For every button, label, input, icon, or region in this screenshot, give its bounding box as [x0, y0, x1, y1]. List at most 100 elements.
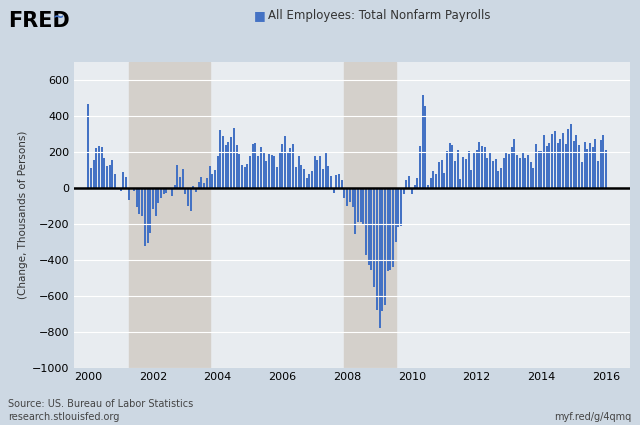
Bar [144, 187, 146, 246]
Bar [554, 131, 556, 187]
Bar [206, 178, 208, 187]
Bar [303, 169, 305, 187]
Bar [408, 176, 410, 187]
Bar [527, 155, 529, 187]
Bar [306, 178, 308, 187]
Bar [600, 140, 602, 187]
Bar [284, 136, 286, 187]
Bar [529, 162, 532, 187]
Bar [249, 156, 251, 187]
Bar [465, 159, 467, 187]
Bar [200, 177, 202, 187]
Bar [564, 144, 566, 187]
Bar [540, 151, 542, 187]
Bar [222, 136, 224, 187]
Bar [473, 153, 475, 187]
Bar [273, 156, 275, 187]
Text: ■: ■ [254, 9, 266, 23]
Bar [506, 152, 508, 187]
Bar [578, 145, 580, 187]
Bar [371, 187, 372, 270]
Bar [182, 169, 184, 187]
Bar [429, 178, 432, 187]
Bar [406, 180, 408, 187]
Bar [120, 187, 122, 191]
Bar [287, 153, 289, 187]
Bar [419, 146, 421, 187]
Bar [500, 168, 502, 187]
Bar [319, 156, 321, 187]
Bar [114, 174, 116, 187]
Bar [173, 184, 175, 187]
Bar [257, 156, 259, 187]
Bar [241, 165, 243, 187]
Bar [316, 160, 319, 187]
Bar [87, 104, 89, 187]
Bar [295, 167, 297, 187]
Bar [211, 174, 213, 187]
Bar [300, 165, 302, 187]
Bar [176, 165, 178, 187]
Bar [335, 175, 337, 187]
Bar [595, 139, 596, 187]
Bar [203, 184, 205, 187]
Bar [538, 151, 540, 187]
Bar [384, 187, 386, 305]
Bar [330, 176, 332, 187]
Bar [236, 145, 237, 187]
Bar [513, 139, 515, 187]
Bar [225, 145, 227, 187]
Bar [138, 187, 140, 214]
Bar [444, 173, 445, 187]
Bar [214, 170, 216, 187]
Bar [233, 128, 235, 187]
Bar [470, 170, 472, 187]
Bar [149, 187, 151, 233]
Bar [468, 151, 470, 187]
Bar [562, 133, 564, 187]
Bar [602, 135, 604, 187]
Bar [362, 187, 364, 224]
Bar [220, 130, 221, 187]
Bar [168, 187, 170, 189]
Bar [311, 170, 313, 187]
Bar [573, 141, 575, 187]
Y-axis label: (Change, Thousands of Persons): (Change, Thousands of Persons) [18, 130, 28, 299]
Bar [125, 177, 127, 187]
Bar [403, 187, 404, 194]
Bar [238, 154, 240, 187]
Bar [591, 147, 594, 187]
Bar [570, 124, 572, 187]
Bar [111, 160, 113, 187]
Bar [179, 177, 181, 187]
Text: All Employees: Total Nonfarm Payrolls: All Employees: Total Nonfarm Payrolls [268, 9, 490, 23]
Bar [227, 142, 229, 187]
Bar [189, 187, 192, 211]
Bar [543, 135, 545, 187]
Bar [262, 153, 264, 187]
Bar [454, 161, 456, 187]
Bar [395, 187, 397, 242]
Bar [516, 155, 518, 187]
Bar [255, 143, 257, 187]
Bar [165, 187, 168, 193]
Bar [282, 144, 284, 187]
Bar [289, 148, 291, 187]
Bar [360, 187, 362, 222]
Bar [397, 187, 399, 227]
Bar [451, 145, 453, 187]
Bar [346, 187, 348, 206]
Bar [584, 142, 586, 187]
Bar [109, 165, 111, 187]
Bar [129, 62, 209, 368]
Bar [278, 153, 281, 187]
Bar [605, 150, 607, 187]
Bar [433, 170, 435, 187]
Bar [265, 161, 268, 187]
Bar [462, 157, 464, 187]
Bar [422, 95, 424, 187]
Bar [308, 174, 310, 187]
Bar [322, 169, 324, 187]
Text: Source: US. Bureau of Labor Statistics: Source: US. Bureau of Labor Statistics [8, 399, 193, 409]
Bar [230, 137, 232, 187]
